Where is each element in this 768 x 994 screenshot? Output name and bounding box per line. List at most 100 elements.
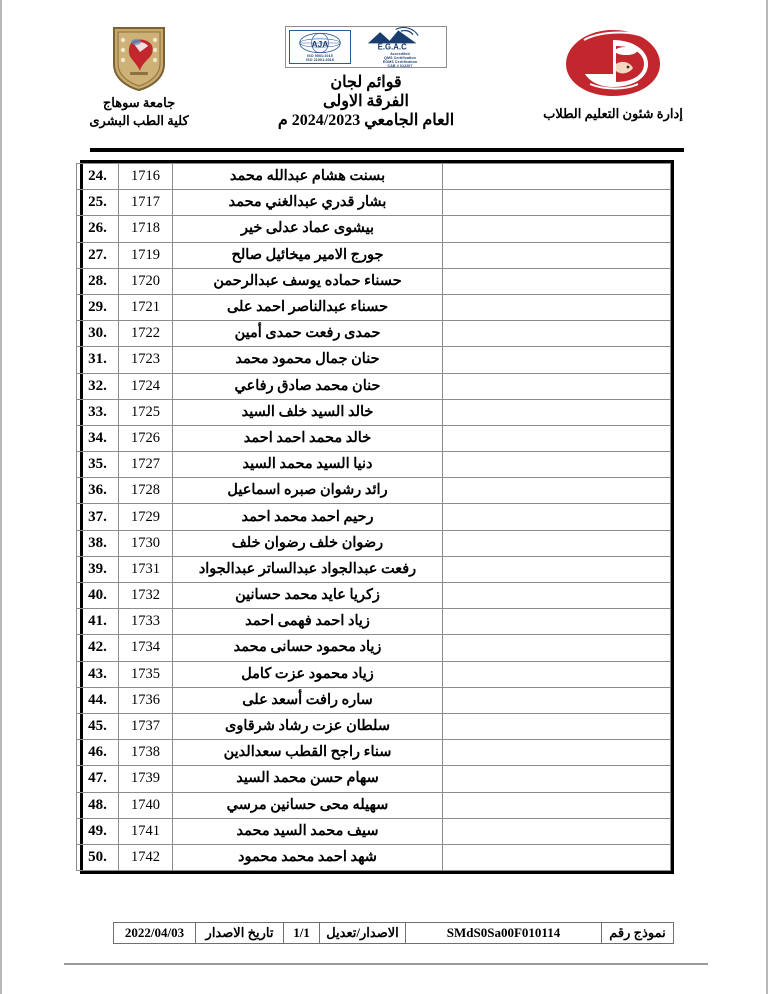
student-name-cell: زياد محمود عزت كامل xyxy=(172,660,443,688)
student-id-cell: 1725 xyxy=(118,398,173,426)
table-row: سلطان عزت رشاد شرقاوى 1737.45 xyxy=(76,712,671,741)
signature-cell[interactable] xyxy=(442,398,671,426)
table-row: زياد محمود عزت كامل 1735.43 xyxy=(76,660,671,688)
row-number-cell: .32 xyxy=(76,372,119,400)
row-number-cell: .24 xyxy=(76,162,119,191)
revision-label: الاصدار/تعديل xyxy=(319,922,406,944)
sohag-university-shield-crest-icon xyxy=(110,24,168,92)
footer-row: نموذج رقم SMdS0Sa00F010114 الاصدار/تعديل… xyxy=(113,922,674,944)
signature-cell[interactable] xyxy=(442,555,671,584)
row-number-cell: .25 xyxy=(76,189,119,217)
form-code-value: SMdS0Sa00F010114 xyxy=(405,922,602,944)
signature-cell[interactable] xyxy=(442,843,671,872)
issue-date-label: تاريخ الاصدار xyxy=(195,922,284,944)
signature-cell[interactable] xyxy=(442,634,671,662)
page-title: قوائم لجان الفرقة الاولى العام الجامعي 2… xyxy=(278,73,454,130)
student-id-cell: 1738 xyxy=(118,739,173,767)
student-name-cell: حسناء عبدالناصر احمد على xyxy=(172,293,443,322)
signature-cell[interactable] xyxy=(442,346,671,374)
table-row: حسناء حماده يوسف عبدالرحمن 1720.28 xyxy=(76,267,671,295)
student-name-cell: بشار قدري عبدالغني محمد xyxy=(172,189,443,217)
student-name-cell: رفعت عبدالجواد عبدالساتر عبدالجواد xyxy=(172,555,443,584)
student-name-cell: ساره رافت أسعد على xyxy=(172,686,443,714)
row-number-cell: .35 xyxy=(76,451,119,479)
university-name-line2: كلية الطب البشرى xyxy=(89,113,189,128)
university-logo-block: جامعة سوهاج كلية الطب البشرى xyxy=(64,24,214,128)
signature-cell[interactable] xyxy=(442,451,671,479)
student-id-cell: 1729 xyxy=(118,503,173,531)
student-name-cell: زياد احمد فهمى احمد xyxy=(172,608,443,636)
signature-cell[interactable] xyxy=(442,817,671,845)
form-number-label: نموذج رقم xyxy=(601,922,674,944)
student-affairs-caption: إدارة شئون التعليم الطلاب xyxy=(543,106,683,121)
signature-cell[interactable] xyxy=(442,189,671,217)
table-row: زياد احمد فهمى احمد 1733.41 xyxy=(76,608,671,636)
student-id-cell: 1717 xyxy=(118,189,173,217)
signature-cell[interactable] xyxy=(442,791,671,819)
document-header: جامعة سوهاج كلية الطب البشرى E.G.A.C Acc… xyxy=(64,24,708,146)
signature-cell[interactable] xyxy=(442,320,671,348)
egac-cab-line: CAB # 012207 xyxy=(387,64,413,69)
signature-cell[interactable] xyxy=(442,293,671,322)
university-name-line1: جامعة سوهاج xyxy=(102,95,176,110)
signature-cell[interactable] xyxy=(442,424,671,453)
row-number-cell: .36 xyxy=(76,477,119,505)
student-id-cell: 1720 xyxy=(118,267,173,295)
signature-cell[interactable] xyxy=(442,241,671,269)
document-footer: نموذج رقم SMdS0Sa00F010114 الاصدار/تعديل… xyxy=(113,922,674,944)
signature-cell[interactable] xyxy=(442,529,671,557)
table-row: خالد محمد احمد احمد 1726.34 xyxy=(76,424,671,453)
accreditation-logos: E.G.A.C Accredited QMS Certification EOM… xyxy=(285,26,447,68)
row-number-cell: .40 xyxy=(76,581,119,610)
egac-accredited-word: Accredited xyxy=(390,51,410,56)
table-row: سيف محمد السيد محمد 1741.49 xyxy=(76,817,671,845)
row-number-cell: .27 xyxy=(76,241,119,269)
aja-iso-21001-line: ISO 21001:2018 xyxy=(306,58,334,62)
student-id-cell: 1721 xyxy=(118,293,173,322)
signature-cell[interactable] xyxy=(442,162,671,191)
student-id-cell: 1716 xyxy=(118,162,173,191)
row-number-cell: .29 xyxy=(76,293,119,322)
signature-cell[interactable] xyxy=(442,267,671,295)
title-line-3: العام الجامعي 2024/2023 م xyxy=(277,112,455,129)
signature-cell[interactable] xyxy=(442,686,671,714)
signature-cell[interactable] xyxy=(442,739,671,767)
title-block: E.G.A.C Accredited QMS Certification EOM… xyxy=(241,26,491,130)
signature-cell[interactable] xyxy=(442,660,671,688)
table-row: رفعت عبدالجواد عبدالساتر عبدالجواد 1731.3… xyxy=(76,555,671,584)
student-name-cell: حنان جمال محمود محمد xyxy=(172,346,443,374)
row-number-cell: .48 xyxy=(76,791,119,819)
signature-cell[interactable] xyxy=(442,765,671,793)
signature-cell[interactable] xyxy=(442,712,671,741)
student-id-cell: 1718 xyxy=(118,215,173,243)
student-name-cell: رضوان خلف رضوان خلف xyxy=(172,529,443,557)
signature-cell[interactable] xyxy=(442,503,671,531)
student-id-cell: 1731 xyxy=(118,555,173,584)
aja-globe-logo-icon: AJA ISO 9001:2015 ISO 21001:2018 xyxy=(289,29,351,65)
student-id-cell: 1719 xyxy=(118,241,173,269)
student-name-cell: حمدى رفعت حمدى أمين xyxy=(172,320,443,348)
row-number-cell: .45 xyxy=(76,712,119,741)
student-name-cell: سناء راجح القطب سعدالدين xyxy=(172,739,443,767)
table-row: حمدى رفعت حمدى أمين 1722.30 xyxy=(76,320,671,348)
signature-cell[interactable] xyxy=(442,608,671,636)
row-number-cell: .50 xyxy=(76,843,119,872)
student-name-cell: رحيم احمد محمد احمد xyxy=(172,503,443,531)
student-name-cell: سهام حسن محمد السيد xyxy=(172,765,443,793)
student-roster-table: بسنت هشام عبدالله محمد 1716.24 بشار قدري ع… xyxy=(76,160,674,875)
student-id-cell: 1724 xyxy=(118,372,173,400)
row-number-cell: .38 xyxy=(76,529,119,557)
signature-cell[interactable] xyxy=(442,372,671,400)
row-number-cell: .30 xyxy=(76,320,119,348)
student-name-cell: سهيله محى حسانين مرسي xyxy=(172,791,443,819)
table-row: حسناء عبدالناصر احمد على 1721.29 xyxy=(76,293,671,322)
student-id-cell: 1732 xyxy=(118,581,173,610)
signature-cell[interactable] xyxy=(442,477,671,505)
student-id-cell: 1723 xyxy=(118,346,173,374)
revision-value: 1/1 xyxy=(283,922,320,944)
signature-cell[interactable] xyxy=(442,215,671,243)
signature-cell[interactable] xyxy=(442,581,671,610)
table-row: سهام حسن محمد السيد 1739.47 xyxy=(76,765,671,793)
row-number-cell: .46 xyxy=(76,739,119,767)
